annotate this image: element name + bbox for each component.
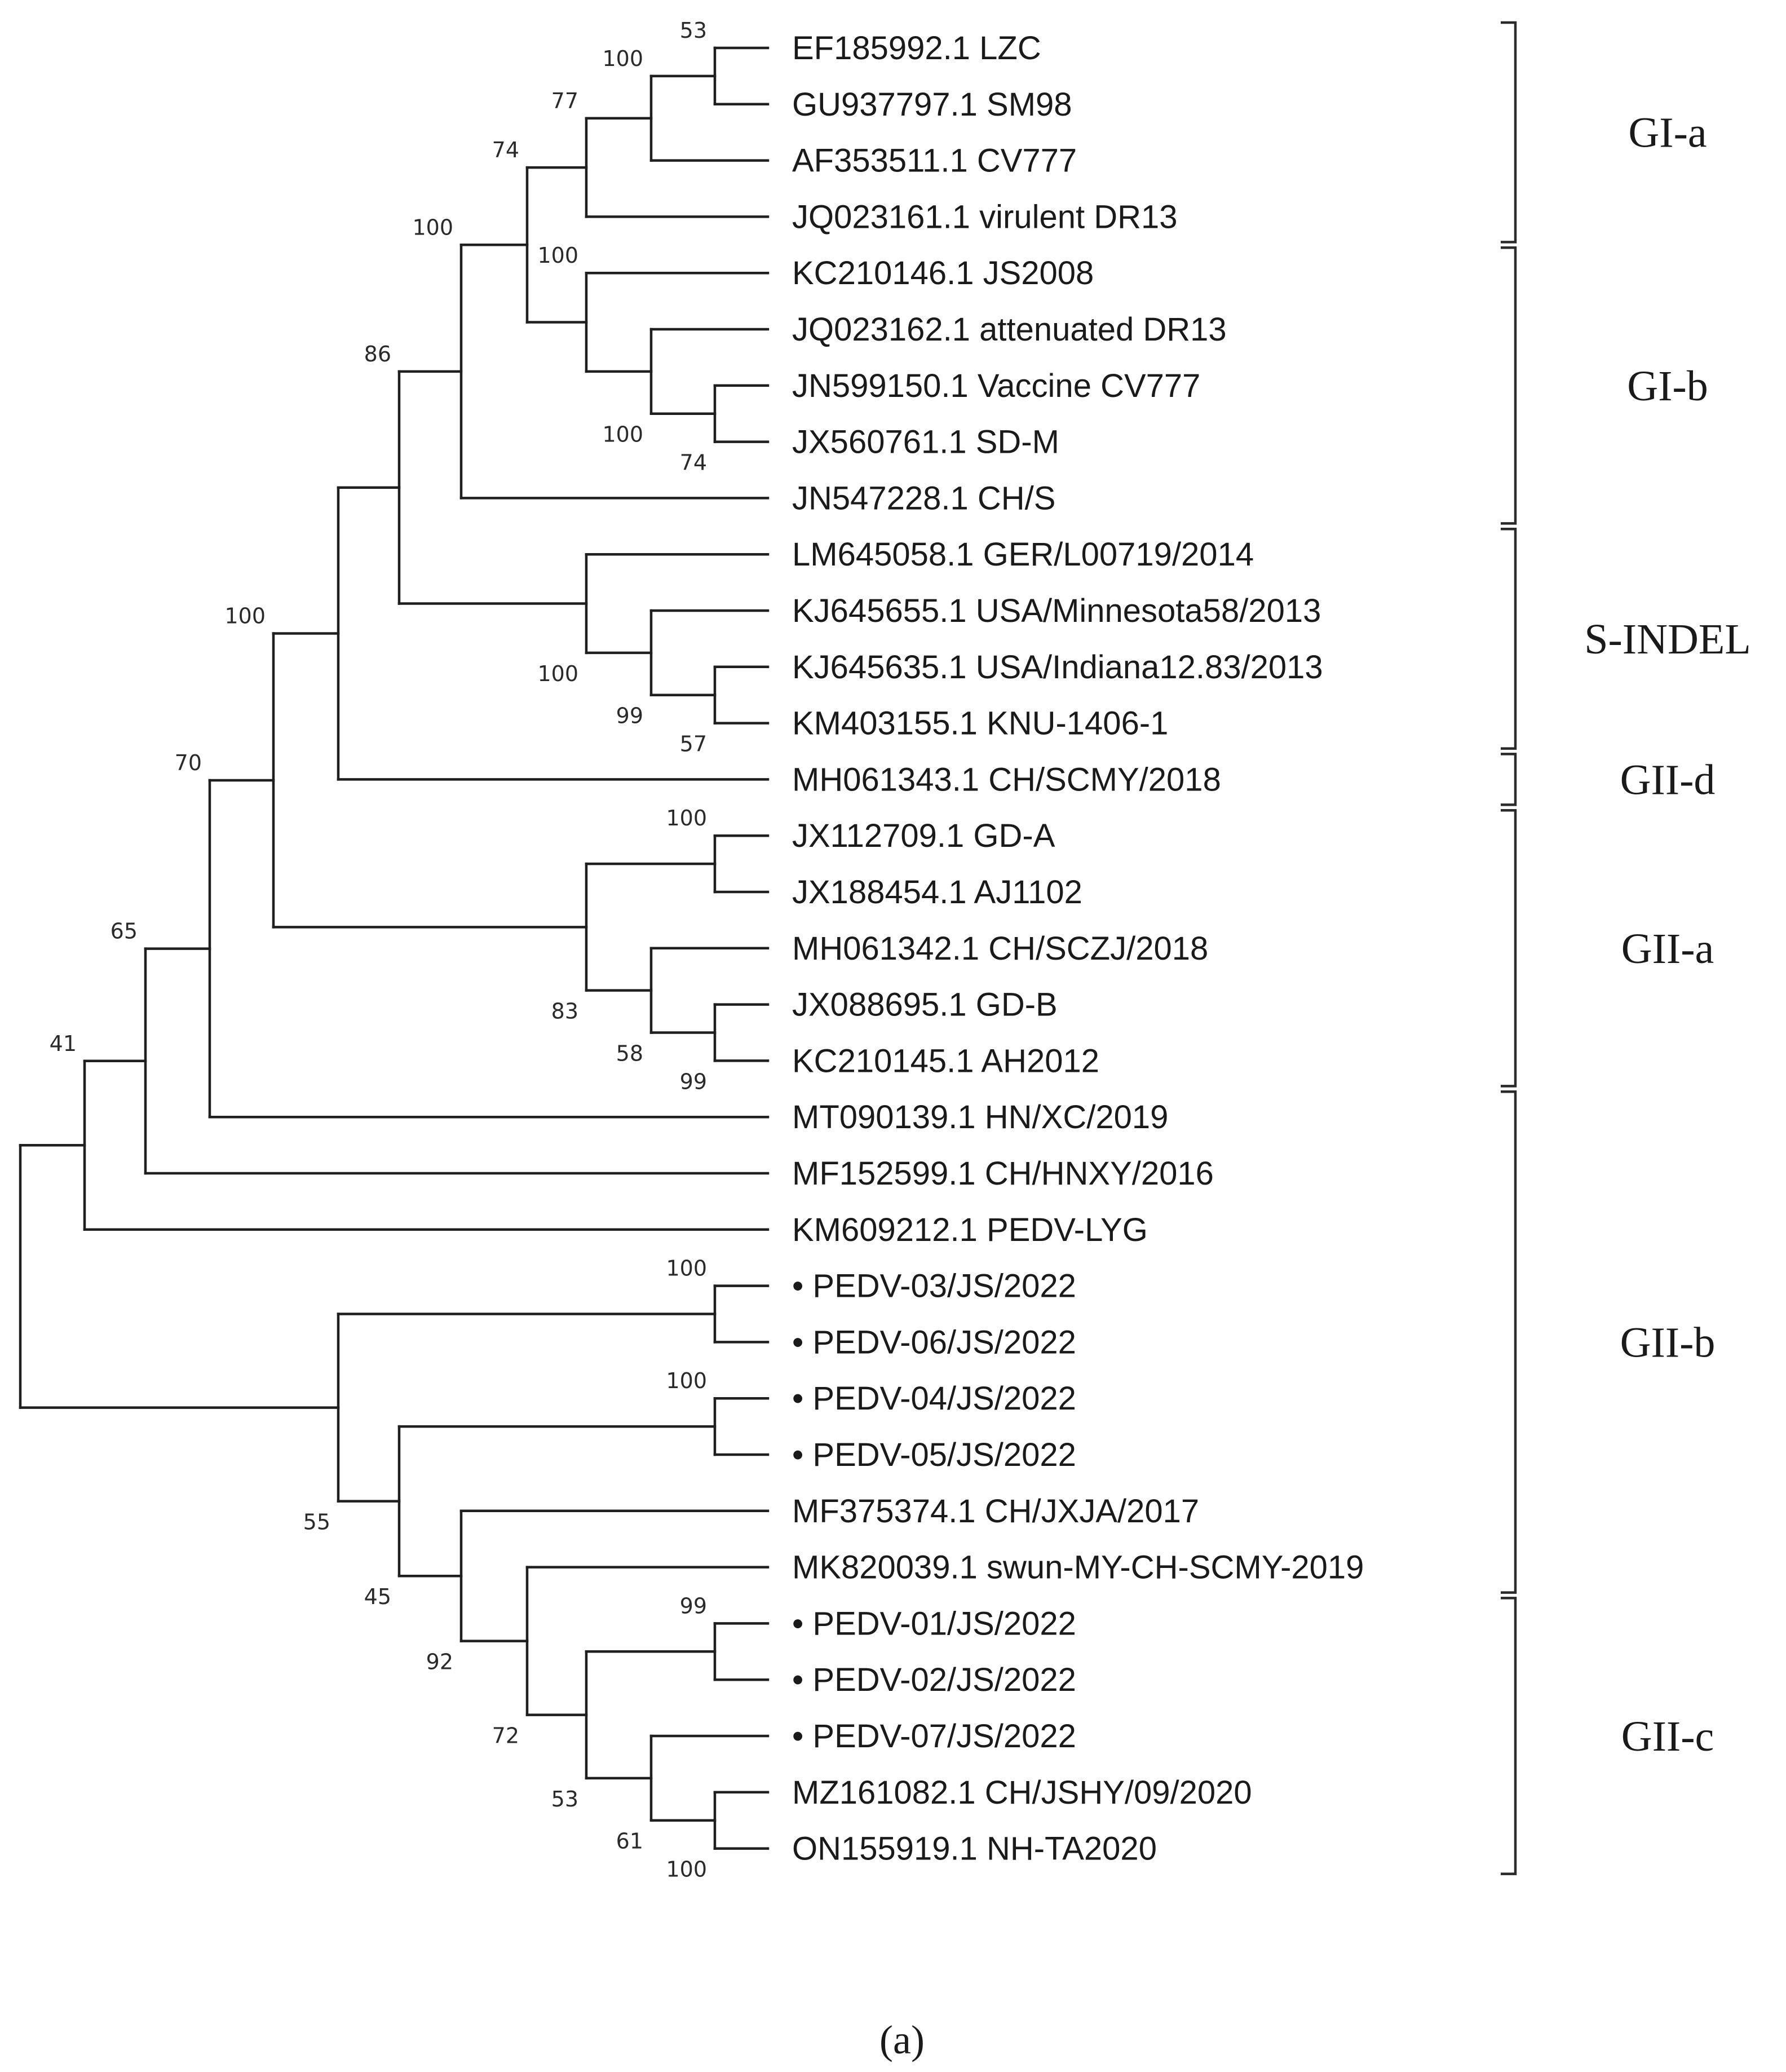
bootstrap-value-n_s1: 100 bbox=[537, 661, 578, 686]
clade-bracket-gii-b bbox=[1501, 1090, 1517, 1594]
bootstrap-value-n_p45: 100 bbox=[666, 1368, 707, 1393]
taxon-label: AF353511.1 CV777 bbox=[792, 143, 1077, 179]
taxon-label: • PEDV-05/JS/2022 bbox=[792, 1437, 1076, 1473]
taxon-label: KJ645635.1 USA/Indiana12.83/2013 bbox=[792, 649, 1323, 686]
clade-label: S-INDEL bbox=[1584, 616, 1751, 663]
clade-label: GI-b bbox=[1627, 363, 1708, 410]
taxon-label: • PEDV-06/JS/2022 bbox=[792, 1324, 1076, 1360]
taxon-label: MZ161082.1 CH/JSHY/09/2020 bbox=[792, 1774, 1252, 1811]
bootstrap-value-n_a_gd: 100 bbox=[666, 806, 707, 830]
bootstrap-value-n_gi: 100 bbox=[412, 215, 453, 240]
taxon-label: GU937797.1 SM98 bbox=[792, 86, 1072, 123]
taxon-label: LM645058.1 GER/L00719/2014 bbox=[792, 536, 1254, 573]
bootstrap-value-n_70: 70 bbox=[175, 750, 202, 775]
bootstrap-value-n_72: 72 bbox=[492, 1724, 519, 1748]
taxon-label: MT090139.1 HN/XC/2019 bbox=[792, 1099, 1168, 1136]
clade-brackets: GI-a GI-b S-INDEL GII-d GII-a GII-b GII-c bbox=[1501, 21, 1751, 1875]
taxon-label: KM403155.1 KNU-1406-1 bbox=[792, 705, 1168, 742]
taxon-label: KC210145.1 AH2012 bbox=[792, 1042, 1099, 1079]
clade-bracket-gii-d bbox=[1501, 753, 1517, 806]
taxon-label: JN547228.1 CH/S bbox=[792, 480, 1055, 516]
bootstrap-value-n_a_gdb: 99 bbox=[680, 1069, 707, 1094]
bootstrap-value-n_100: 100 bbox=[224, 604, 266, 629]
bootstrap-value-n_p36: 100 bbox=[666, 1256, 707, 1281]
taxon-label: MH061343.1 CH/SCMY/2018 bbox=[792, 761, 1221, 798]
taxon-label: JQ023162.1 attenuated DR13 bbox=[792, 311, 1227, 348]
bootstrap-value-n_92: 92 bbox=[426, 1650, 453, 1675]
clade-label: GII-d bbox=[1620, 756, 1716, 803]
taxon-label: MF375374.1 CH/JXJA/2017 bbox=[792, 1493, 1199, 1530]
taxon-label: EF185992.1 LZC bbox=[792, 30, 1041, 67]
taxon-label: • PEDV-03/JS/2022 bbox=[792, 1268, 1076, 1305]
taxon-label: • PEDV-04/JS/2022 bbox=[792, 1380, 1076, 1417]
clade-bracket-gii-a bbox=[1501, 809, 1517, 1088]
clade-label: GII-b bbox=[1620, 1319, 1716, 1366]
taxon-label: • PEDV-07/JS/2022 bbox=[792, 1718, 1076, 1755]
taxon-labels: EF185992.1 LZC GU937797.1 SM98 AF353511.1 … bbox=[792, 30, 1364, 1867]
bootstrap-values: 53 100 77 74 100 100 74 100 57 99 100 86 100 99 58 83 10… bbox=[50, 18, 707, 1882]
taxon-label: JX560761.1 SD-M bbox=[792, 424, 1059, 461]
taxon-label: • PEDV-01/JS/2022 bbox=[792, 1605, 1076, 1642]
bootstrap-value-n_61: 61 bbox=[616, 1829, 643, 1854]
bootstrap-value-n_b2: 100 bbox=[602, 422, 643, 447]
clade-label: GII-c bbox=[1621, 1713, 1714, 1760]
figure-caption: (a) bbox=[879, 2017, 925, 2062]
bootstrap-value-n_c12: 99 bbox=[680, 1593, 707, 1618]
clade-bracket-gii-c bbox=[1501, 1597, 1517, 1875]
bootstrap-value-n_a1: 100 bbox=[602, 46, 643, 71]
taxon-label: JX188454.1 AJ1102 bbox=[792, 874, 1082, 911]
clade-bracket-gi-a bbox=[1501, 21, 1517, 244]
bootstrap-value-n_45: 45 bbox=[364, 1584, 391, 1609]
bootstrap-value-n_55: 55 bbox=[303, 1510, 330, 1535]
bootstrap-value-n_41: 41 bbox=[50, 1031, 77, 1056]
bootstrap-value-n_s3: 57 bbox=[680, 732, 707, 757]
taxon-label: JN599150.1 Vaccine CV777 bbox=[792, 368, 1200, 404]
bootstrap-value-n_sdm: 74 bbox=[680, 450, 707, 475]
bootstrap-value-n_ga: 77 bbox=[551, 89, 578, 113]
bootstrap-value-n_gb: 100 bbox=[537, 243, 578, 268]
bootstrap-value-n_jshy: 100 bbox=[666, 1857, 707, 1882]
taxon-label: JX088695.1 GD-B bbox=[792, 987, 1058, 1023]
taxon-label: KC210146.1 JS2008 bbox=[792, 255, 1094, 291]
taxon-label: KJ645655.1 USA/Minnesota58/2013 bbox=[792, 593, 1321, 629]
bootstrap-value-n_gab: 74 bbox=[492, 138, 519, 162]
taxon-label: JX112709.1 GD-A bbox=[792, 818, 1055, 854]
bootstrap-value-n_lzc_sm98: 53 bbox=[680, 18, 707, 43]
bootstrap-value-n_s2: 99 bbox=[616, 704, 643, 728]
tree-branches bbox=[19, 46, 770, 1850]
clade-label: GI-a bbox=[1628, 109, 1707, 157]
taxon-label: JQ023161.1 virulent DR13 bbox=[792, 198, 1178, 235]
clade-bracket-gi-b bbox=[1501, 246, 1517, 525]
taxon-label: MF152599.1 CH/HNXY/2016 bbox=[792, 1155, 1214, 1192]
taxon-label: • PEDV-02/JS/2022 bbox=[792, 1662, 1076, 1698]
bootstrap-value-n_gIIa: 83 bbox=[551, 999, 578, 1024]
bootstrap-value-n_a_b: 58 bbox=[616, 1041, 643, 1066]
bootstrap-value-n_53: 53 bbox=[551, 1787, 578, 1812]
taxon-label: ON155919.1 NH-TA2020 bbox=[792, 1831, 1157, 1867]
bootstrap-value-n_gis: 86 bbox=[364, 342, 391, 366]
taxon-label: MH061342.1 CH/SCZJ/2018 bbox=[792, 930, 1208, 967]
taxon-label: KM609212.1 PEDV-LYG bbox=[792, 1212, 1148, 1248]
bootstrap-value-n_65: 65 bbox=[110, 919, 138, 944]
clade-label: GII-a bbox=[1621, 925, 1714, 973]
taxon-label: MK820039.1 swun-MY-CH-SCMY-2019 bbox=[792, 1549, 1364, 1586]
clade-bracket-s-indel bbox=[1501, 527, 1517, 750]
